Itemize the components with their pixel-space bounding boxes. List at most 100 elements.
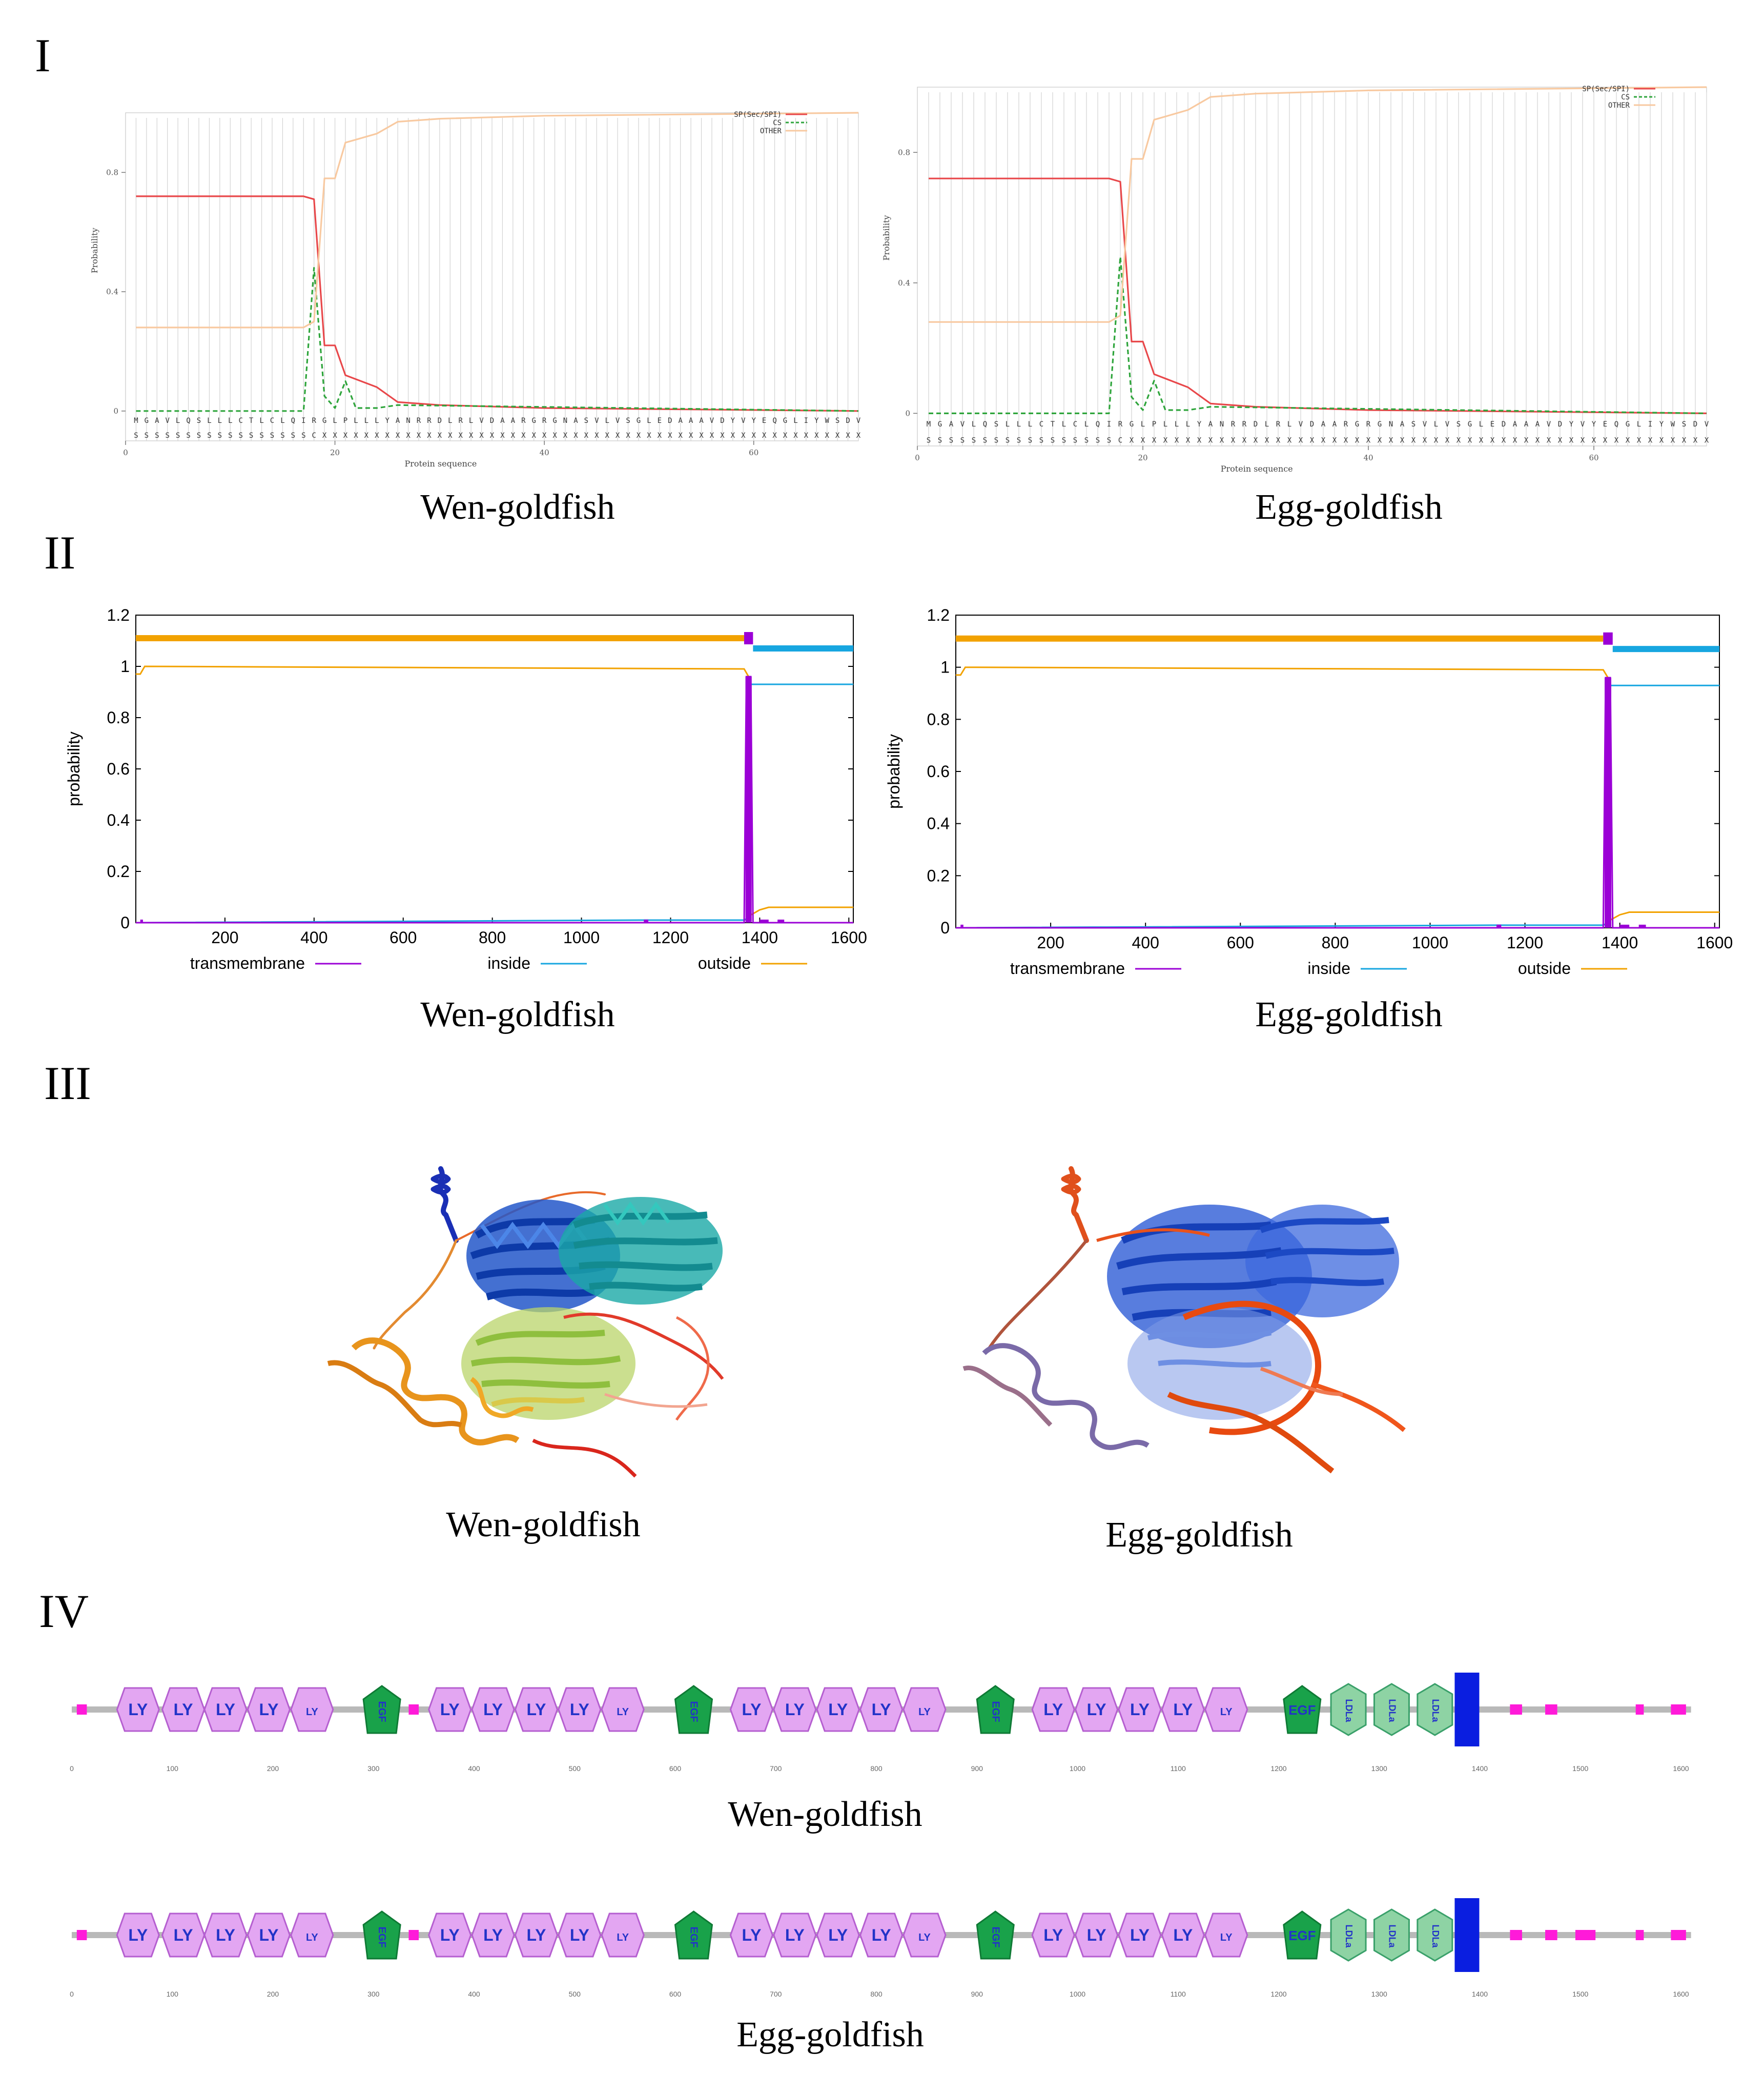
- residue-label: C: [312, 432, 316, 440]
- transmembrane-segment: [1454, 1898, 1480, 1972]
- residue-label: X: [1558, 437, 1563, 445]
- sequence-residue: G: [783, 417, 787, 425]
- residue-label: S: [270, 432, 274, 440]
- section-label-iii: III: [44, 1057, 91, 1109]
- residue-label: X: [521, 432, 526, 440]
- sequence-residue: C: [1039, 420, 1043, 429]
- residue-label: X: [814, 432, 819, 440]
- ly-domain: [1118, 1687, 1162, 1732]
- sequence-residue: L: [176, 417, 180, 425]
- y-tick-label: 1.2: [107, 606, 130, 624]
- ruler-tick-label: 1400: [1472, 1764, 1488, 1773]
- residue-label: X: [1208, 437, 1213, 445]
- sequence-residue: G: [1626, 420, 1630, 429]
- sequence-residue: L: [605, 417, 609, 425]
- sequence-residue: R: [542, 417, 547, 425]
- legend-label: OTHER: [760, 127, 782, 135]
- ly-domain-label: LY: [526, 1926, 546, 1944]
- residue-label: X: [385, 432, 389, 440]
- ldla-domain: [1417, 1683, 1453, 1736]
- residue-label: X: [1344, 437, 1348, 445]
- sequence-residue: V: [594, 417, 599, 425]
- legend-label: outside: [1518, 959, 1571, 978]
- y-tick-label: 0.8: [107, 708, 130, 727]
- ly-domain-label: LY: [483, 1926, 503, 1944]
- ldla-domain: [1330, 1908, 1367, 1962]
- sequence-residue: L: [218, 417, 222, 425]
- sequence-residue: R: [1242, 420, 1247, 429]
- ly-domain-label: LY: [742, 1926, 761, 1944]
- y-tick-label: 0: [113, 406, 118, 416]
- ruler-tick-label: 200: [267, 1764, 279, 1773]
- residue-label: X: [1332, 437, 1337, 445]
- residue-label: S: [259, 432, 263, 440]
- x-tick-label: 1200: [1507, 933, 1543, 952]
- x-tick-label: 400: [300, 928, 327, 947]
- sequence-residue: E: [762, 417, 766, 425]
- residue-label: X: [1457, 437, 1461, 445]
- series-line-cs: [929, 256, 1707, 415]
- section-label-ii: II: [44, 526, 76, 579]
- residue-label: X: [438, 432, 442, 440]
- ldla-domain: [1330, 1683, 1367, 1736]
- sequence-residue: Y: [814, 417, 819, 425]
- ly-domain: [859, 1687, 904, 1732]
- sequence-residue: G: [145, 417, 149, 425]
- x-axis-label: Protein sequence: [404, 459, 477, 469]
- sequence-residue: S: [994, 420, 998, 429]
- x-tick-label: 0: [915, 453, 920, 462]
- transmembrane-peak: [745, 677, 752, 923]
- low-complexity-marker: [408, 1704, 419, 1715]
- sequence-residue: V: [741, 417, 746, 425]
- sequence-residue: L: [1186, 420, 1190, 429]
- residue-label: X: [1626, 437, 1630, 445]
- sequence-residue: R: [1344, 420, 1348, 429]
- ruler-tick-label: 600: [669, 1990, 682, 1998]
- sequence-residue: A: [1400, 420, 1405, 429]
- ly-domain-label: LY: [1087, 1926, 1106, 1944]
- sequence-residue: L: [1175, 420, 1179, 429]
- ly-domain: [514, 1687, 559, 1732]
- sequence-residue: Y: [385, 417, 389, 425]
- residue-label: X: [1648, 437, 1653, 445]
- transmembrane-blip: [1496, 924, 1502, 928]
- ruler-tick-label: 900: [971, 1990, 983, 1998]
- sequence-residue: Q: [186, 417, 190, 425]
- sequence-residue: N: [406, 417, 410, 425]
- residue-label: X: [490, 432, 495, 440]
- residue-label: X: [751, 432, 756, 440]
- residue-label: X: [1366, 437, 1371, 445]
- residue-label: X: [364, 432, 369, 440]
- sequence-residue: V: [479, 417, 484, 425]
- sequence-residue: C: [238, 417, 242, 425]
- sequence-residue: G: [552, 417, 557, 425]
- residue-label: X: [1614, 437, 1619, 445]
- residue-label: S: [1096, 437, 1100, 445]
- sequence-residue: V: [960, 420, 965, 429]
- y-tick-label: 0.8: [927, 710, 950, 728]
- sequence-residue: R: [458, 417, 463, 425]
- ruler-tick-label: 400: [468, 1990, 480, 1998]
- low-complexity-marker: [1671, 1704, 1686, 1715]
- section-label-iv: IV: [39, 1585, 89, 1637]
- sequence-residue: G: [531, 417, 536, 425]
- ly-domain: [1118, 1913, 1162, 1958]
- sequence-residue: Y: [731, 417, 735, 425]
- sequence-residue: A: [678, 417, 683, 425]
- sequence-residue: Y: [1569, 420, 1574, 429]
- ly-domain: [816, 1913, 860, 1958]
- residue-label: X: [1197, 437, 1202, 445]
- sequence-residue: A: [155, 417, 159, 425]
- sequence-residue: D: [1254, 420, 1258, 429]
- sequence-residue: W: [1671, 420, 1675, 429]
- residue-label: S: [176, 432, 180, 440]
- residue-label: X: [626, 432, 630, 440]
- residue-label: X: [1400, 437, 1405, 445]
- series-line-other: [929, 86, 1707, 323]
- egf-domain: [674, 1685, 713, 1734]
- sequence-residue: L: [1637, 420, 1641, 429]
- ly-domain-label: LY: [1220, 1706, 1233, 1718]
- ldla-domain-label: LDLa: [1387, 1699, 1397, 1723]
- residue-label: X: [406, 432, 411, 440]
- sequence-residue: V: [1581, 420, 1585, 429]
